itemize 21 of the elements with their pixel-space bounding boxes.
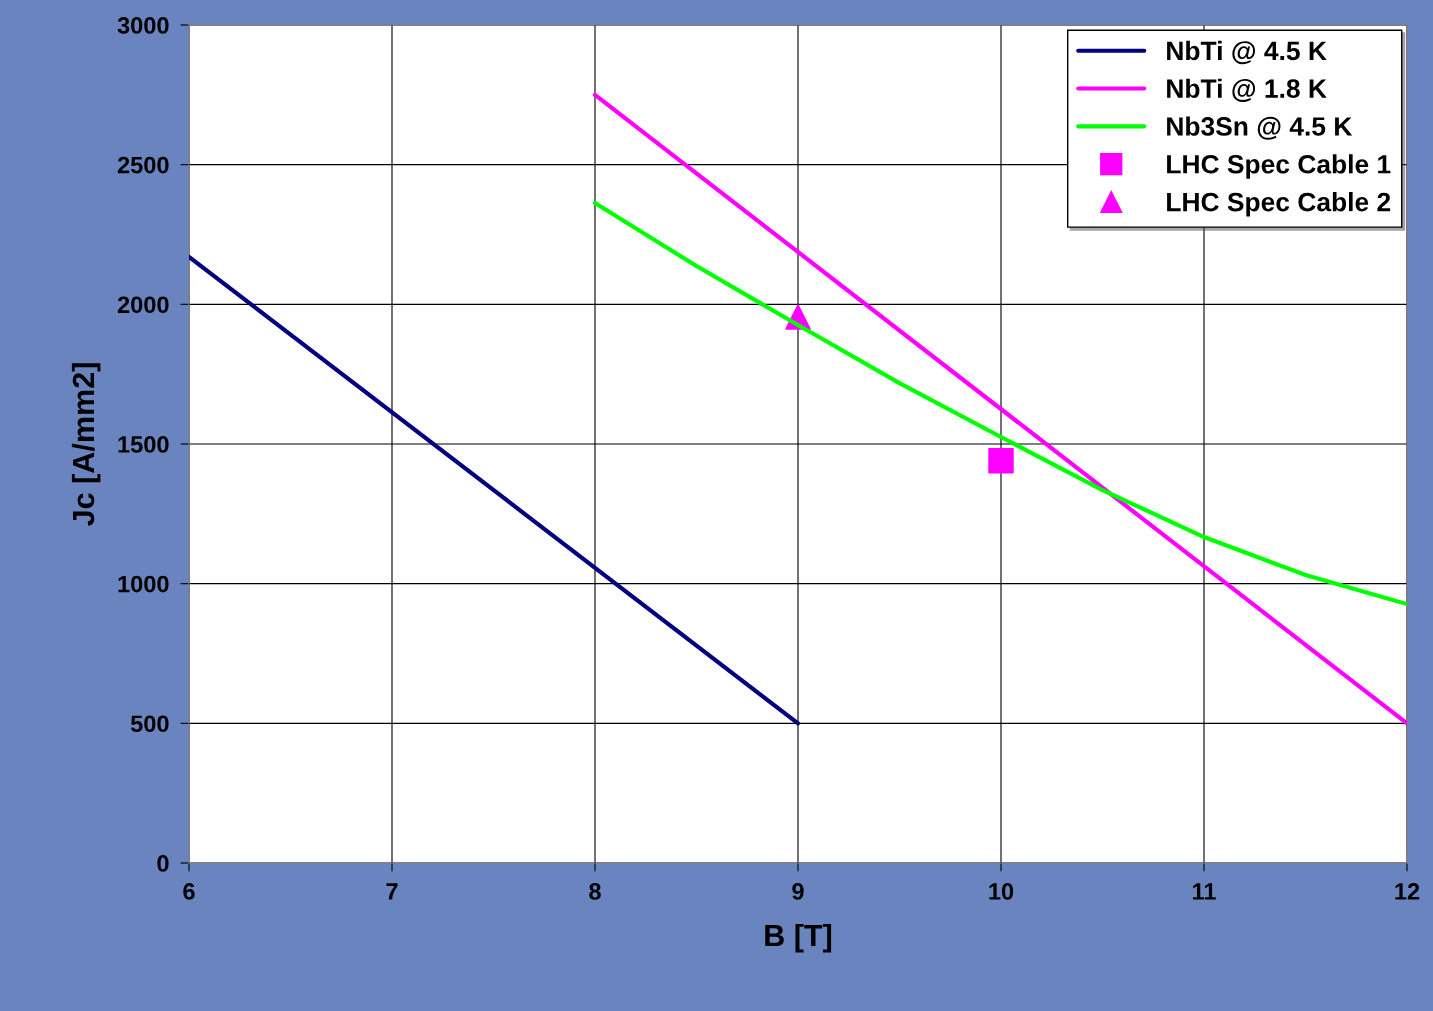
y-tick-label: 3000: [117, 17, 169, 34]
x-tick-label: 9: [792, 883, 804, 900]
x-tick-label: 7: [386, 883, 398, 900]
y-axis-title: Jc [A/mm2]: [71, 363, 101, 526]
legend-label: LHC Spec Cable 1: [1167, 154, 1391, 179]
legend-label: LHC Spec Cable 2: [1167, 192, 1391, 217]
y-tick-label: 2500: [117, 156, 169, 174]
y-tick-label: 1000: [118, 575, 169, 593]
legend-label: Nb3Sn @ 4.5 K: [1167, 116, 1353, 140]
legend-label: NbTi @ 4.5 K: [1167, 40, 1327, 65]
x-tick-label: 6: [183, 883, 195, 900]
y-tick-label: 0: [157, 855, 169, 872]
x-tick-label: 10: [989, 883, 1014, 900]
y-tick-label: 2000: [117, 296, 169, 314]
y-tick-label: 500: [130, 715, 169, 733]
legend-label: NbTi @ 1.8 K: [1167, 78, 1327, 102]
y-tick-label: 1500: [118, 436, 169, 453]
x-axis-title: B [T]: [765, 923, 832, 953]
x-tick-label: 11: [1193, 883, 1216, 900]
x-tick-label: 8: [589, 883, 601, 900]
x-tick-label: 12: [1395, 883, 1420, 900]
